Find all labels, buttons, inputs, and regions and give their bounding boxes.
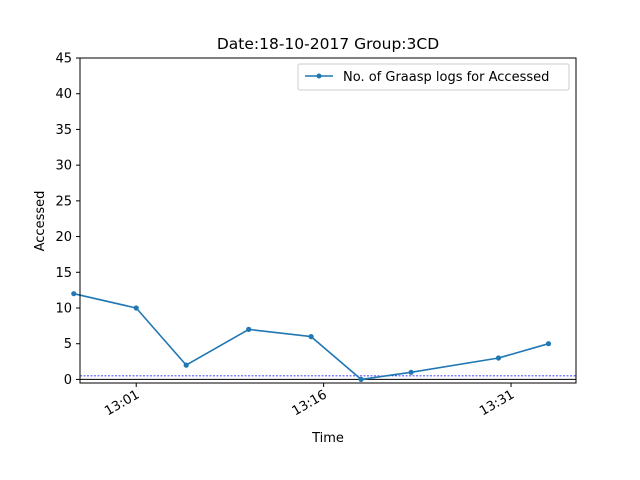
- y-tick-label: 15: [55, 266, 72, 281]
- data-point-6: [408, 369, 414, 375]
- legend-marker-icon: [316, 73, 322, 79]
- y-tick-label: 35: [55, 123, 72, 138]
- y-tick-label: 30: [55, 159, 72, 174]
- data-point-4: [308, 334, 314, 340]
- y-tick-label: 45: [55, 52, 72, 67]
- y-tick-label: 0: [64, 373, 72, 388]
- data-point-8: [545, 341, 552, 347]
- data-point-0: [71, 291, 77, 297]
- chart-title: Date:18-10-2017 Group:3CD: [217, 35, 439, 53]
- axes-frame: [79, 57, 577, 384]
- y-axis-label: Accessed: [33, 191, 48, 252]
- x-axis-label: Time: [311, 431, 344, 446]
- y-tick-label: 40: [55, 87, 72, 102]
- y-tick-label: 5: [64, 337, 72, 352]
- plot-area: [71, 291, 576, 382]
- data-point-7: [495, 355, 502, 361]
- legend: No. of Graasp logs for Accessed: [297, 63, 570, 91]
- y-tick-label: 25: [55, 194, 72, 209]
- y-tick-label: 10: [55, 302, 72, 317]
- data-point-5: [358, 376, 364, 382]
- y-tick-label: 20: [55, 230, 72, 245]
- legend-label: No. of Graasp logs for Accessed: [343, 70, 549, 85]
- data-point-2: [183, 362, 189, 368]
- data-point-1: [133, 305, 139, 311]
- data-point-3: [246, 326, 252, 332]
- legend-box: [297, 63, 570, 91]
